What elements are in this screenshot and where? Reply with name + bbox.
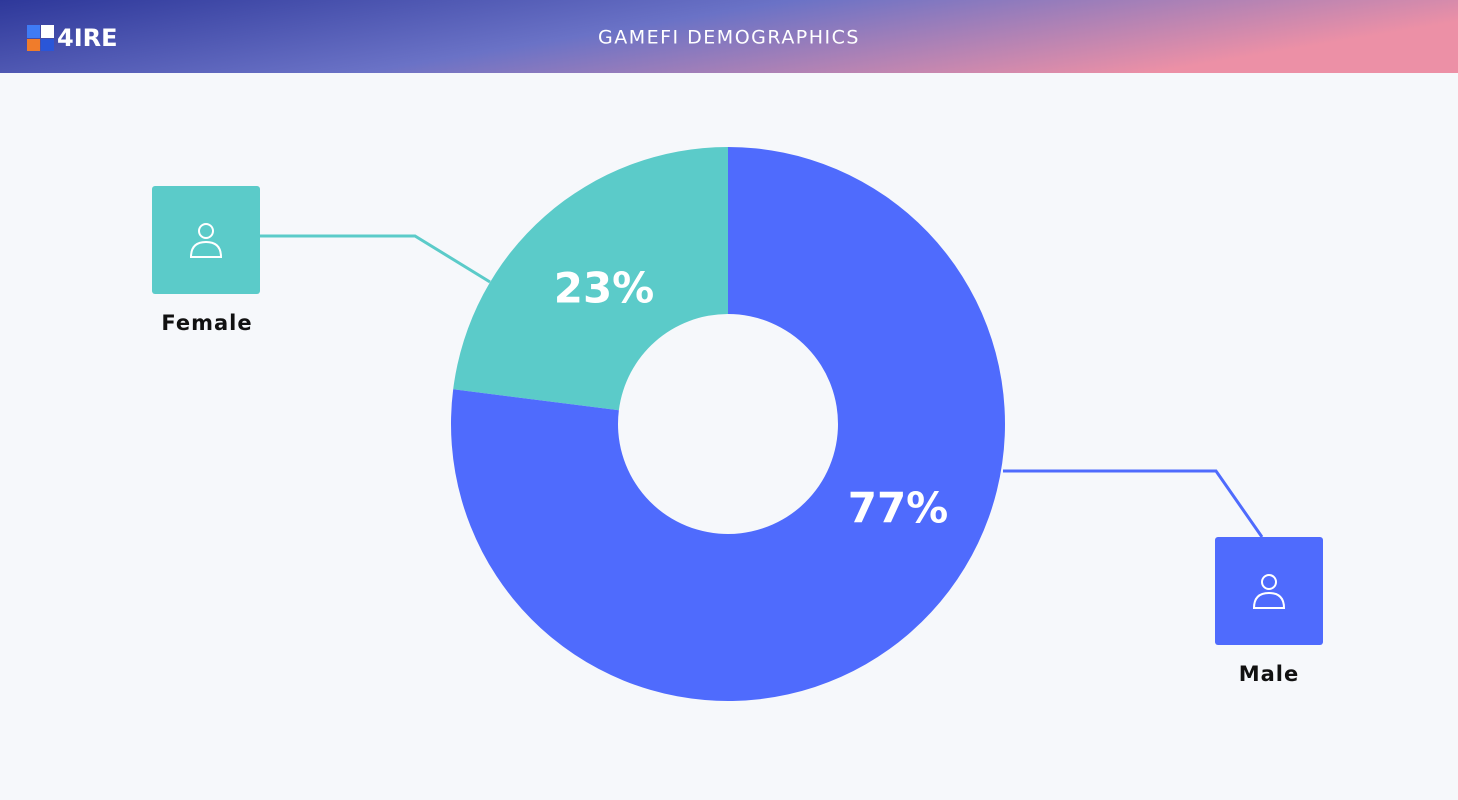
header (0, 0, 1458, 73)
logo: 4IRE (27, 24, 118, 52)
donut-slice (453, 147, 728, 411)
person-icon-body (1252, 591, 1286, 609)
legend-box (152, 186, 260, 294)
chart-title: GAMEFI DEMOGRAPHICS (598, 27, 860, 49)
legend-item: Male (1215, 537, 1323, 686)
logo-square (41, 25, 54, 38)
legend-label: Male (1239, 662, 1300, 686)
donut-slice (451, 147, 1005, 701)
logo-square (27, 25, 40, 38)
legend-item: Female (152, 186, 260, 335)
value-label: 23% (554, 264, 655, 313)
person-icon-body (189, 240, 223, 258)
connector-line (1003, 469, 1264, 538)
person-icon-head (1261, 574, 1277, 590)
person-icon-head (198, 223, 214, 239)
logo-square (41, 39, 54, 51)
connector-line (260, 234, 491, 284)
legend-label: Female (161, 311, 252, 335)
logo-square (27, 39, 40, 51)
value-label: 77% (848, 484, 949, 533)
logo-text: 4IRE (57, 24, 118, 52)
legend-box (1215, 537, 1323, 645)
